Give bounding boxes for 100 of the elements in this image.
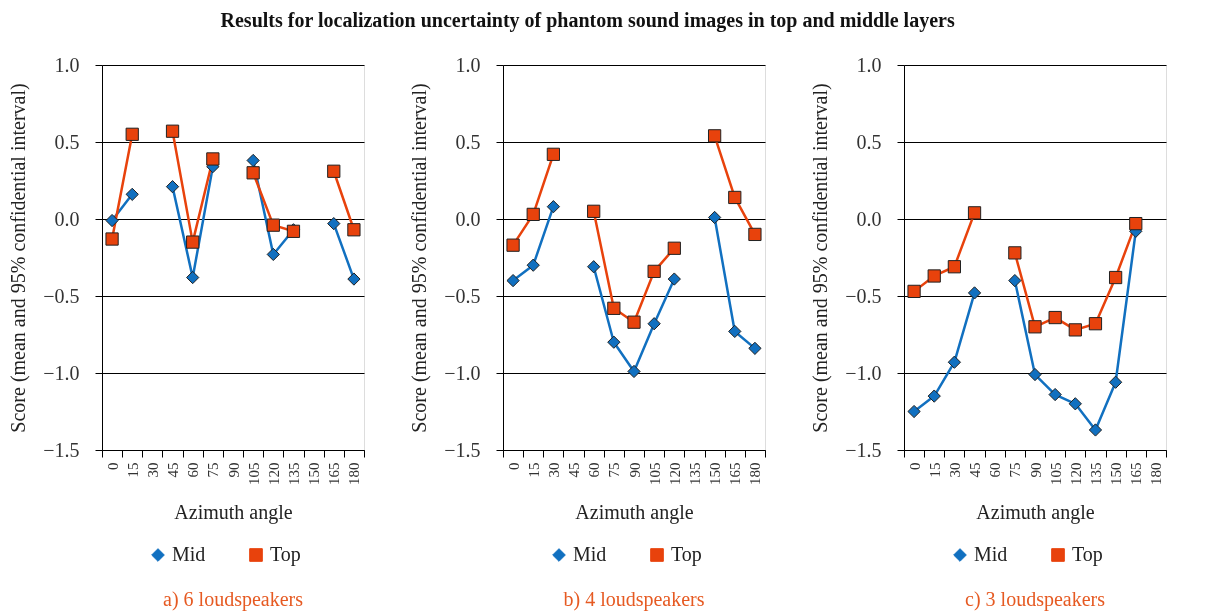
- point: [1129, 217, 1143, 231]
- point: [927, 389, 941, 403]
- x-tick-label: 150: [1108, 462, 1125, 485]
- point: [327, 164, 341, 178]
- point: [667, 272, 681, 286]
- point: [105, 213, 119, 228]
- x-tick-label: 30: [545, 462, 562, 478]
- y-tick-label: 0.5: [54, 130, 80, 153]
- x-tick-label: 135: [686, 462, 703, 485]
- x-tick-label: 165: [727, 462, 744, 485]
- legend-label: Mid: [974, 543, 1008, 565]
- x-tick-label: 0: [104, 462, 121, 470]
- y-axis-title: Score (mean and 95% confidential interval): [809, 83, 833, 433]
- text: c) 3 loudspeakers: [965, 588, 1106, 611]
- y-tick-label: −0.5: [845, 284, 882, 307]
- point: [246, 153, 260, 168]
- x-tick-label: 75: [205, 462, 222, 478]
- point: [246, 166, 260, 180]
- x-tick-label: 15: [926, 462, 943, 478]
- y-tick-label: −1.5: [43, 438, 80, 461]
- point: [546, 200, 561, 214]
- legend-label: Top: [1072, 543, 1103, 566]
- x-tick-label: 15: [124, 462, 141, 478]
- legend-label: Top: [270, 543, 301, 566]
- point: [1048, 387, 1062, 402]
- point: [506, 238, 520, 252]
- x-tick-label: 0: [906, 462, 923, 470]
- y-tick-label: 1.0: [54, 53, 80, 76]
- x-tick-label: 45: [566, 462, 583, 478]
- x-tick-label: 180: [346, 462, 363, 485]
- x-tick-label: 60: [987, 462, 1004, 478]
- point: [947, 260, 962, 274]
- x-tick-label: 105: [1047, 462, 1064, 485]
- point: [125, 187, 139, 201]
- x-tick-label: 60: [185, 462, 202, 478]
- point: [647, 317, 661, 331]
- x-tick-label: 45: [967, 462, 984, 478]
- x-tick-label: 90: [1027, 462, 1044, 478]
- x-axis-title: Azimuth angle: [174, 501, 293, 524]
- point: [165, 124, 180, 138]
- point: [1088, 423, 1103, 437]
- x-tick-label: 45: [165, 462, 182, 478]
- point: [707, 129, 722, 143]
- point: [1028, 367, 1042, 382]
- point: [728, 190, 742, 205]
- point: [327, 217, 341, 231]
- point: [186, 270, 200, 285]
- x-tick-label: 60: [586, 462, 603, 478]
- point: [506, 273, 520, 288]
- y-tick-label: 0.5: [856, 130, 882, 153]
- point: [125, 127, 139, 141]
- y-tick-label: 0.0: [54, 207, 80, 230]
- point: [1008, 273, 1022, 288]
- point: [546, 147, 561, 161]
- y-tick-label: −1.5: [845, 438, 882, 461]
- y-tick-label: −0.5: [444, 284, 481, 307]
- point: [607, 335, 621, 349]
- x-tick-label: 90: [626, 462, 643, 478]
- legend-label: Mid: [573, 543, 607, 565]
- point: [266, 247, 280, 262]
- text: a) 6 loudspeakers: [163, 588, 304, 611]
- y-tick-label: 0.5: [455, 130, 481, 153]
- point: [1108, 270, 1123, 285]
- point: [526, 258, 540, 272]
- x-tick-label: 135: [285, 462, 302, 485]
- x-tick-label: 180: [1148, 462, 1165, 485]
- point: [1088, 317, 1103, 331]
- x-tick-label: 165: [1128, 462, 1145, 485]
- point: [1068, 397, 1082, 411]
- point: [627, 315, 641, 329]
- x-tick-label: 75: [606, 462, 623, 478]
- point: [728, 324, 742, 339]
- point: [1008, 246, 1022, 260]
- point: [526, 207, 540, 221]
- point: [627, 364, 641, 379]
- y-tick-label: −1.0: [444, 361, 481, 384]
- text: b) 4 loudspeakers: [563, 588, 705, 611]
- point: [947, 355, 962, 369]
- point: [967, 206, 982, 220]
- y-tick-label: 0.0: [856, 207, 882, 230]
- point: [667, 241, 681, 255]
- point: [748, 227, 762, 242]
- x-tick-label: 120: [265, 462, 282, 485]
- point: [587, 204, 601, 218]
- x-axis-title: Azimuth angle: [575, 501, 694, 524]
- x-tick-label: 165: [326, 462, 343, 485]
- point: [1048, 310, 1062, 325]
- y-axis-title: Score (mean and 95% confidential interval): [408, 83, 432, 433]
- x-tick-label: 75: [1007, 462, 1024, 478]
- y-tick-label: 0.0: [455, 207, 481, 230]
- x-tick-label: 15: [525, 462, 542, 478]
- x-tick-label: 180: [747, 462, 764, 485]
- point: [907, 404, 921, 419]
- x-axis-title: Azimuth angle: [976, 501, 1095, 524]
- x-tick-label: 120: [1067, 462, 1084, 485]
- y-tick-label: −0.5: [43, 284, 80, 307]
- point: [347, 272, 361, 286]
- point: [165, 180, 180, 194]
- point: [1068, 323, 1082, 337]
- point: [266, 218, 280, 232]
